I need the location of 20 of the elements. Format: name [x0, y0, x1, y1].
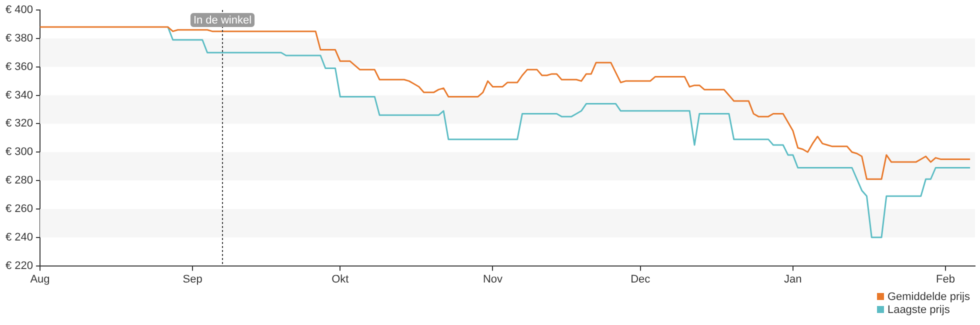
y-tick-label: € 220 — [5, 260, 33, 272]
y-tick-label: € 260 — [5, 202, 33, 215]
y-tick-label: € 240 — [5, 231, 33, 244]
x-tick-label: Nov — [482, 273, 504, 286]
y-tick-label: € 360 — [5, 60, 33, 73]
annotation: In de winkel — [193, 14, 252, 27]
y-tick-label: € 320 — [5, 118, 33, 130]
x-tick-label: Sep — [182, 273, 202, 286]
x-tick-label: Feb — [936, 273, 955, 286]
y-tick-label: € 280 — [5, 174, 33, 187]
legend-label: Laagste prijs — [886, 304, 951, 317]
y-tick-label: € 380 — [5, 32, 33, 44]
y-tick-label: € 300 — [5, 146, 33, 158]
x-tick-label: Jan — [784, 273, 802, 286]
x-tick-label: Dec — [630, 273, 651, 286]
x-tick-label: Aug — [30, 273, 50, 286]
x-tick-label: Okt — [332, 273, 349, 286]
y-tick-label: € 400 — [5, 4, 33, 16]
legend-label: Gemiddelde prijs — [886, 291, 970, 304]
y-tick-label: € 340 — [5, 89, 33, 102]
